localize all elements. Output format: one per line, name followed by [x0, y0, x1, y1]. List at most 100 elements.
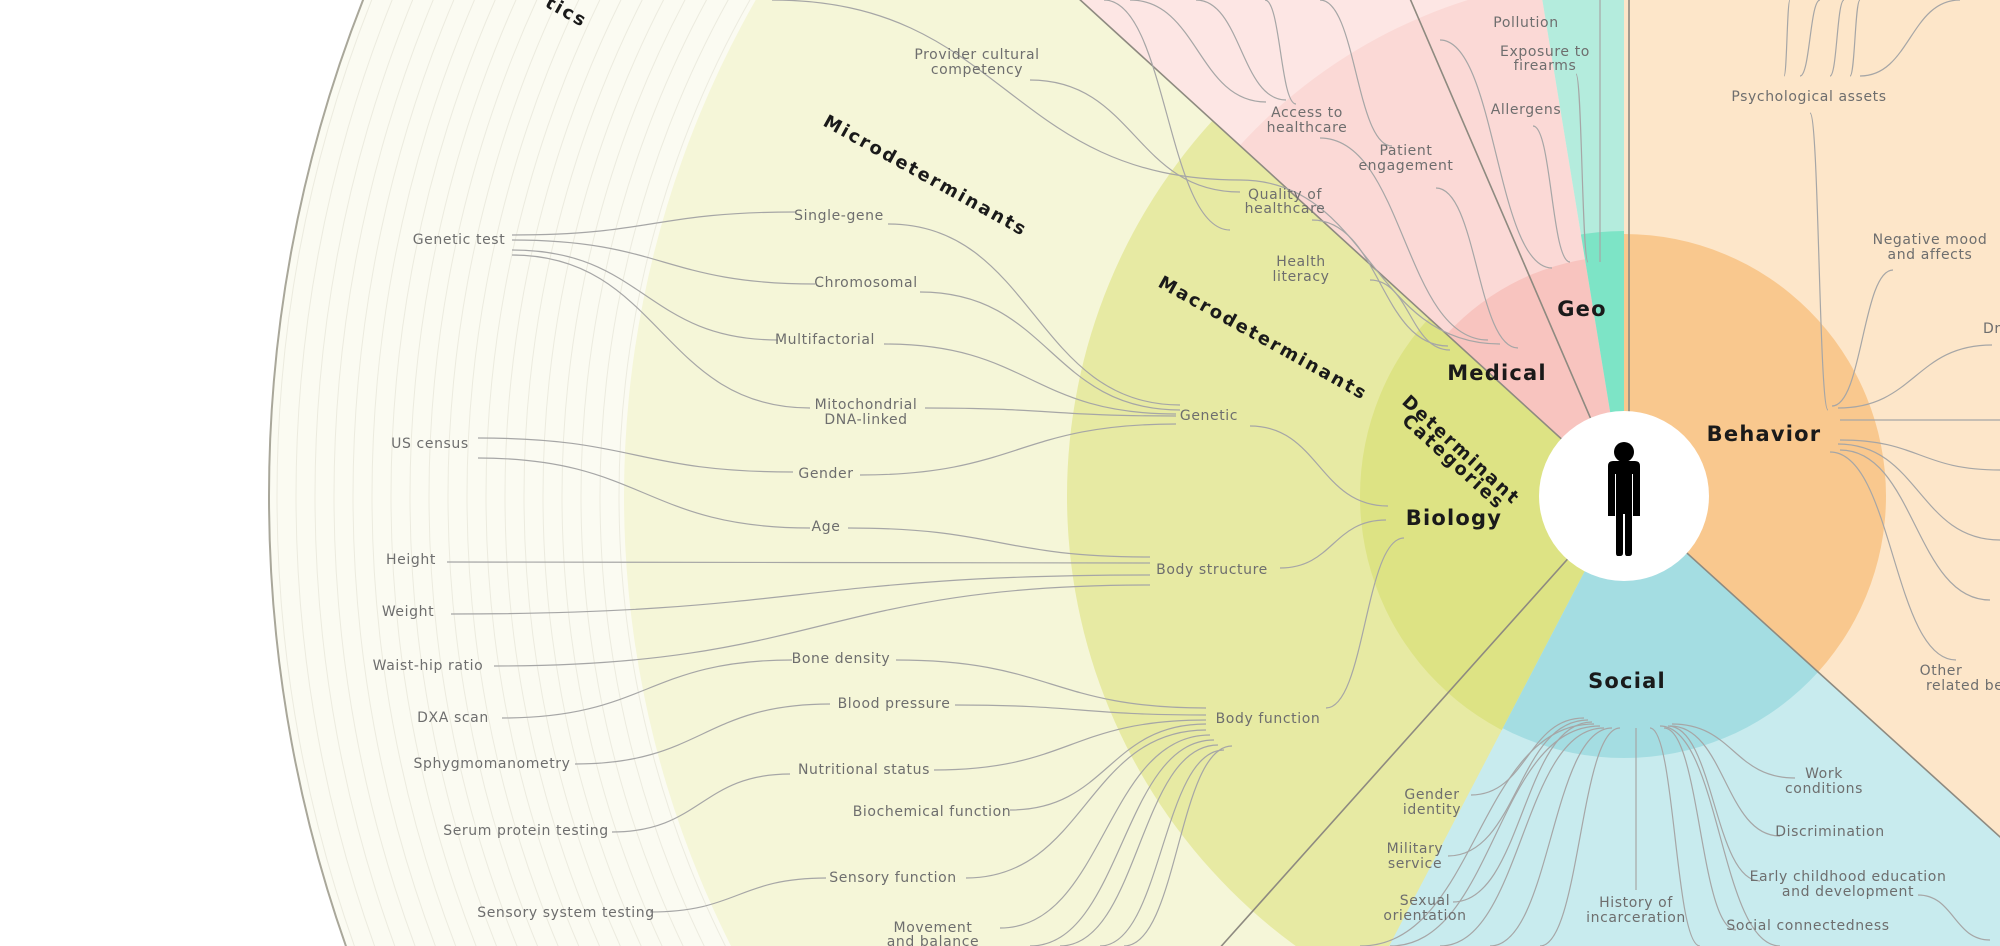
- boundary-behavior-social: [1623, 495, 2000, 839]
- outer-ring-arc: [580, 0, 708, 946]
- connector-line: [1369, 279, 1451, 351]
- connector-line: [1249, 425, 1389, 507]
- outer-ring-arc: [523, 0, 643, 946]
- connector-line: [574, 703, 831, 765]
- outer-ring-border: [268, 0, 365, 946]
- connector-line: [1663, 727, 1737, 931]
- connector-line: [1099, 749, 1225, 946]
- geo-pollution: Pollution: [1493, 15, 1558, 31]
- connector-line: [1279, 519, 1387, 569]
- geo-labels: Pollution Exposure to firearms Allergens: [1491, 15, 1590, 118]
- connector-line: [511, 254, 811, 409]
- connector-line: [1264, 0, 1297, 105]
- category-geo: Geo: [1557, 297, 1607, 321]
- diag-sensory-testing: Sensory system testing: [477, 905, 655, 921]
- diag-waist-hip: Waist-hip ratio: [373, 658, 484, 674]
- social-connectedness: Social connectedness: [1726, 918, 1889, 934]
- connector-line: [1439, 727, 1605, 946]
- micro-biochemical-function: Biochemical function: [853, 804, 1012, 820]
- connector-line: [1059, 744, 1219, 946]
- medical-category-band: [1384, 256, 1624, 496]
- micro-age: Age: [812, 519, 841, 535]
- micro-mitochondrial-line1: Mitochondrial: [815, 397, 918, 413]
- biology-micro-labels: Single-gene Chromosomal Multifactorial M…: [775, 208, 1011, 946]
- diag-us-census: US census: [391, 436, 469, 452]
- micro-single-gene: Single-gene: [794, 208, 884, 224]
- connector-line: [1783, 0, 1791, 77]
- connector-line: [1837, 443, 2000, 541]
- connector-line: [847, 527, 1151, 558]
- social-work-conditions-line2: conditions: [1785, 781, 1863, 797]
- connector-line: [1103, 0, 1231, 231]
- category-social: Social: [1588, 669, 1666, 693]
- connector-line: [1669, 725, 1781, 837]
- connector-line: [649, 877, 827, 913]
- connector-line: [1435, 187, 1519, 349]
- medical-access-line2: healthcare: [1267, 120, 1348, 136]
- connector-line: [450, 574, 1151, 615]
- connector-line: [501, 659, 793, 719]
- social-early-childhood-line1: Early childhood education: [1750, 869, 1947, 885]
- geo-allergens: Allergens: [1491, 102, 1562, 118]
- connector-line: [883, 343, 1177, 415]
- social-sexual-orientation-line1: Sexual: [1400, 893, 1450, 909]
- connector-line: [1447, 719, 1589, 857]
- connector-line: [1123, 745, 1233, 946]
- outer-ring-arc: [333, 0, 435, 946]
- diag-sphygmomanometry: Sphygmomanometry: [413, 756, 570, 772]
- medical-patient-engagement-line2: engagement: [1358, 158, 1453, 174]
- connector-line: [887, 223, 1181, 406]
- behavior-dr-partial: Dr: [1983, 321, 2000, 337]
- social-gender-identity-line2: identity: [1403, 802, 1461, 818]
- connector-line: [1575, 73, 1589, 263]
- connector-line: [1809, 112, 1829, 411]
- biology-macro-labels: Genetic Body structure Body function: [1156, 408, 1320, 727]
- boundary-medical-geo: [1409, 0, 1625, 497]
- connector-line: [1829, 451, 1957, 661]
- connector-line: [611, 773, 791, 833]
- connector-line: [1829, 0, 1845, 77]
- diag-height: Height: [386, 552, 436, 568]
- connector-line: [1831, 269, 1894, 407]
- biology-diagnostic-labels: Genetic test US census Height Weight Wai…: [373, 232, 655, 921]
- connector-line: [771, 0, 1241, 181]
- outer-ring-arc: [276, 0, 373, 946]
- outer-ring-arc: [314, 0, 414, 946]
- outer-ring-arc: [371, 0, 476, 946]
- outer-ring-arc: [295, 0, 394, 946]
- category-labels: Biology Medical Geo Behavior Social: [1406, 297, 1820, 693]
- connector-line: [1470, 717, 1585, 796]
- diag-weight: Weight: [382, 604, 434, 620]
- connector-line: [1532, 125, 1571, 263]
- social-early-childhood-line2: and development: [1782, 884, 1914, 900]
- diag-serum-protein: Serum protein testing: [443, 823, 609, 839]
- micro-bone-density: Bone density: [792, 651, 891, 667]
- connector-line: [493, 584, 1151, 667]
- connector-line: [1009, 723, 1207, 811]
- connector-line: [477, 437, 794, 473]
- outer-ring-arc: [561, 0, 686, 946]
- connector-line: [1195, 0, 1287, 101]
- social-work-conditions-line1: Work: [1805, 766, 1843, 782]
- connector-line: [477, 457, 811, 529]
- connector-line: [1859, 0, 1961, 77]
- category-medical: Medical: [1447, 361, 1547, 385]
- medical-provider-competency-line2: competency: [931, 62, 1023, 78]
- connector-line: [1319, 137, 1489, 341]
- medical-access-line1: Access to: [1271, 105, 1343, 121]
- geo-firearms-line1: Exposure to: [1500, 44, 1590, 60]
- connector-line: [1917, 894, 1991, 941]
- social-discrimination: Discrimination: [1775, 824, 1885, 840]
- connector-lines: [446, 0, 2000, 946]
- boundary-social-biology: [1220, 495, 1625, 946]
- medical-quality-line2: healthcare: [1245, 201, 1326, 217]
- micro-sensory-function: Sensory function: [829, 870, 957, 886]
- diag-genetic-test: Genetic test: [413, 232, 506, 248]
- behavior-other-line2: related be: [1926, 678, 2000, 694]
- center-node: [1539, 411, 1709, 581]
- connector-line: [1129, 0, 1267, 103]
- connector-line: [1659, 725, 1781, 946]
- micro-movement-line1: Movement: [894, 920, 973, 936]
- micro-blood-pressure: Blood pressure: [838, 696, 951, 712]
